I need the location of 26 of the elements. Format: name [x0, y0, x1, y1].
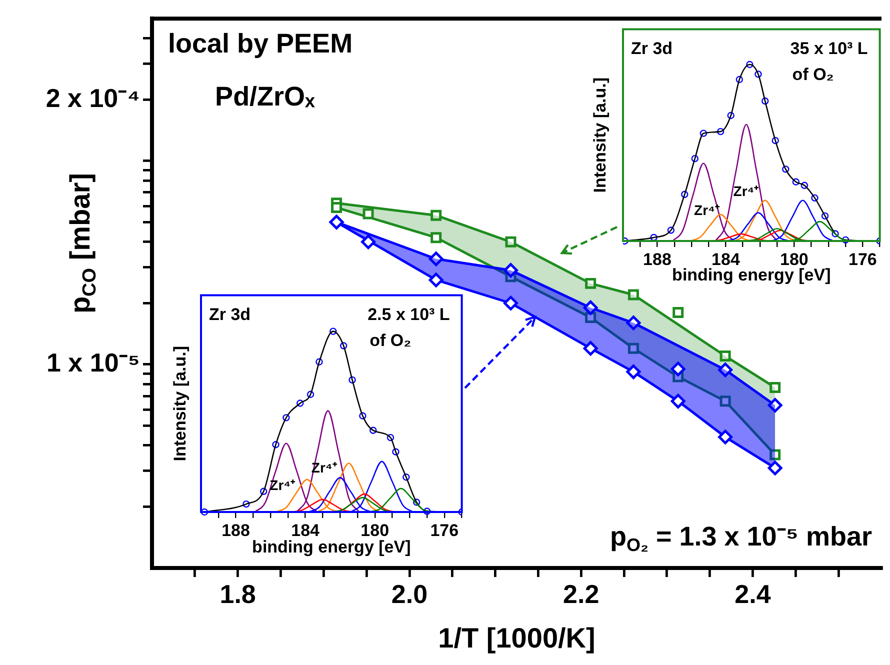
y-axis-title: pCO [mbar] — [64, 173, 101, 314]
y-tick-label: 2 x 10⁻⁴ — [46, 82, 140, 113]
annotation: 2.5 x 10³ L — [368, 304, 450, 324]
x-tick-label: 1.8 — [220, 578, 256, 609]
x-tick-label: 180 — [360, 520, 390, 540]
x-tick-label: 184 — [291, 520, 320, 540]
x-tick-label: 176 — [430, 520, 459, 540]
x-tick-label: 2.2 — [563, 578, 600, 609]
x-axis-title: 1/T [1000/K] — [438, 622, 596, 654]
y-tick-label: 1 x 10⁻⁵ — [46, 348, 140, 378]
chart-title: Zr 3d — [209, 304, 251, 324]
x-tick-label: 2.0 — [391, 578, 428, 609]
x-tick-label: 2.4 — [734, 578, 772, 609]
chart-title: Zr 3d — [631, 38, 673, 58]
y-axis-title: Intensity [a.u.] — [590, 77, 610, 193]
annotation: of O₂ — [370, 330, 412, 350]
annotation: Pd/ZrOₓ — [215, 81, 316, 112]
annotation: local by PEEM — [168, 28, 353, 58]
y-axis-title: Intensity [a.u.] — [170, 346, 190, 462]
x-tick-label: 176 — [848, 250, 877, 269]
annotation: 35 x 10³ L — [790, 38, 868, 58]
x-tick-label: 188 — [222, 520, 250, 540]
annotation: Zr⁴⁺ — [733, 183, 760, 200]
x-tick-label: 188 — [643, 250, 672, 269]
annotation: of O₂ — [792, 64, 834, 84]
x-axis-title: binding energy [eV] — [252, 538, 411, 557]
